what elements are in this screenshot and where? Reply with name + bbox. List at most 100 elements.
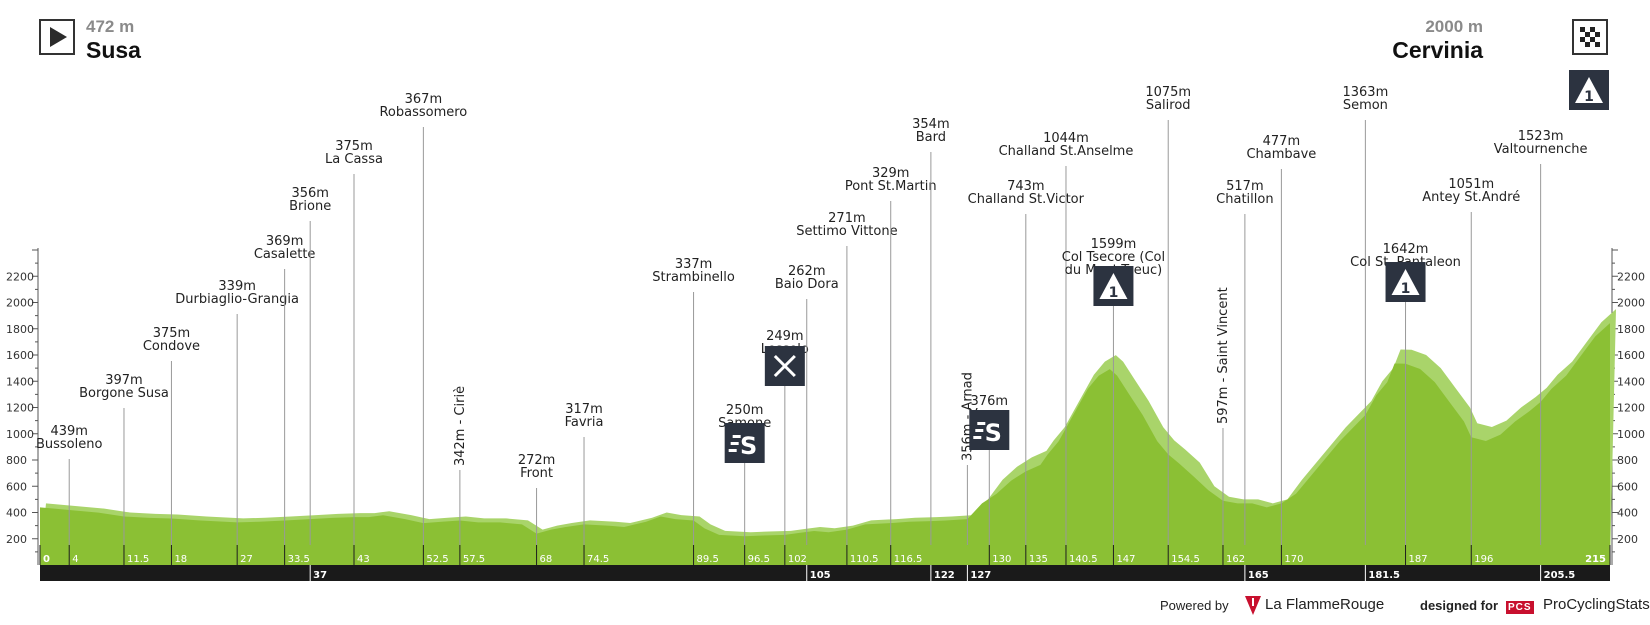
peak-elevation: 249m	[766, 329, 803, 344]
km-bar-label: 122	[934, 570, 955, 581]
checker-square	[1595, 42, 1600, 47]
peak-name: Casalette	[254, 247, 316, 262]
km-label: 74.5	[587, 554, 609, 565]
finish-name: Cervinia	[1392, 37, 1483, 63]
climb-category-icon: 1	[1385, 262, 1426, 302]
km-label: 52.5	[426, 554, 448, 565]
knife-line	[773, 354, 796, 378]
peak-elevation: 317m	[565, 402, 602, 417]
right-y-tick-label: 1000	[1617, 428, 1645, 441]
peak-elevation: 517m	[1226, 179, 1263, 194]
peak-name: Bard	[916, 130, 946, 145]
km-bar-label: 165	[1248, 570, 1269, 581]
peak-elevation: 375m	[335, 139, 372, 154]
km-bar-label: 205.5	[1544, 570, 1576, 581]
procyclingstats-brand: ProCyclingStats	[1543, 596, 1650, 613]
peak-elevation: 397m	[105, 373, 142, 388]
peak-elevation: 1599m	[1091, 237, 1137, 252]
peak-label-vertical: 342m - Ciriè	[453, 386, 468, 466]
km-bar-label: 181.5	[1368, 570, 1400, 581]
la-flamme-rouge-logo-icon	[1244, 594, 1262, 619]
left-y-tick-label: 400	[6, 507, 27, 520]
right-y-tick-label: 1400	[1617, 375, 1645, 388]
km-label: 57.5	[463, 554, 485, 565]
peak-name: Antey St.André	[1422, 190, 1520, 205]
start-name: Susa	[86, 37, 141, 63]
km-label: 215	[1585, 554, 1606, 565]
right-y-tick-label: 1600	[1617, 349, 1645, 362]
peak-elevation: 369m	[266, 234, 303, 249]
right-y-tick-label: 800	[1617, 454, 1638, 467]
powered-by-label: Powered by	[1160, 598, 1229, 613]
km-label: 187	[1409, 554, 1428, 565]
km-label: 96.5	[748, 554, 770, 565]
pcs-logo-text: PCS	[1506, 601, 1534, 614]
checker-square	[1580, 37, 1585, 42]
km-label: 27	[240, 554, 253, 565]
km-label: 0	[43, 554, 50, 565]
sprint-stripe	[973, 436, 982, 439]
km-label: 89.5	[697, 554, 719, 565]
peak-name: Bussoleno	[36, 437, 103, 452]
peak-elevation: 1523m	[1518, 129, 1564, 144]
peak-name: Robassomero	[379, 105, 467, 120]
peak-elevation: 439m	[50, 424, 87, 439]
checkered-flag-icon	[1572, 19, 1608, 55]
peak-name: Strambinello	[652, 270, 735, 285]
km-label: 116.5	[894, 554, 923, 565]
sprint-icon: S	[969, 410, 1010, 450]
peak-name: Favria	[565, 415, 604, 430]
right-y-tick-label: 2200	[1617, 270, 1645, 283]
left-y-tick-label: 800	[6, 454, 27, 467]
km-label: 4	[72, 554, 78, 565]
peak-elevation: 1363m	[1342, 85, 1388, 100]
climb-category-label: 1	[1401, 281, 1411, 297]
checker-square	[1590, 27, 1595, 32]
left-y-tick-label: 2200	[6, 270, 34, 283]
peak-name: Baio Dora	[775, 277, 839, 292]
peak-name: Front	[520, 466, 553, 481]
climb-triangle	[1099, 273, 1128, 299]
km-label: 140.5	[1069, 554, 1098, 565]
finish-altitude: 2000 m	[1425, 17, 1483, 36]
sprint-stripe	[977, 422, 986, 425]
sprint-stripe	[975, 429, 984, 432]
sprint-stripe	[732, 435, 741, 438]
peak-elevation: 271m	[828, 211, 865, 226]
right-y-tick-label: 2000	[1617, 297, 1645, 310]
peak-elevation: 376m	[971, 394, 1008, 409]
climb-category-icon: 1	[1093, 266, 1134, 306]
peak-name: Chatillon	[1216, 192, 1273, 207]
peak-name: Semon	[1343, 98, 1388, 113]
left-y-tick-label: 200	[6, 533, 27, 546]
la-flamme-rouge-brand: La FlammeRouge	[1265, 596, 1385, 613]
checker-square	[1585, 42, 1590, 47]
right-y-tick-label: 600	[1617, 480, 1638, 493]
peak-name: Salirod	[1146, 98, 1191, 113]
km-label: 170	[1284, 554, 1303, 565]
peak-elevation: 743m	[1007, 179, 1044, 194]
climb-category-label: 1	[1109, 285, 1119, 301]
designed-for-label: designed for	[1420, 598, 1499, 613]
climb-category-icon: 1	[1569, 70, 1609, 110]
left-y-tick-label: 1200	[6, 402, 34, 415]
km-bar-label: 127	[970, 570, 991, 581]
peak-name: Durbiaglio-Grangia	[175, 292, 299, 307]
km-label: 11.5	[127, 554, 149, 565]
peak-elevation: 250m	[726, 403, 763, 418]
peak-elevation: 262m	[788, 264, 825, 279]
climb-triangle	[1575, 77, 1603, 103]
start-play-icon	[39, 19, 75, 55]
right-y-tick-label: 400	[1617, 507, 1638, 520]
checker-square	[1590, 37, 1595, 42]
km-label: 43	[357, 554, 370, 565]
peak-name: Valtournenche	[1494, 142, 1588, 157]
climb-category-label: 1	[1584, 89, 1594, 105]
right-y-tick-label: 200	[1617, 533, 1638, 546]
sprint-icon: S	[724, 423, 765, 463]
right-y-tick-label: 1200	[1617, 402, 1645, 415]
checker-square	[1595, 32, 1600, 37]
km-label: 110.5	[850, 554, 879, 565]
climb-triangle	[1391, 269, 1420, 295]
peak-elevation: 354m	[912, 117, 949, 132]
